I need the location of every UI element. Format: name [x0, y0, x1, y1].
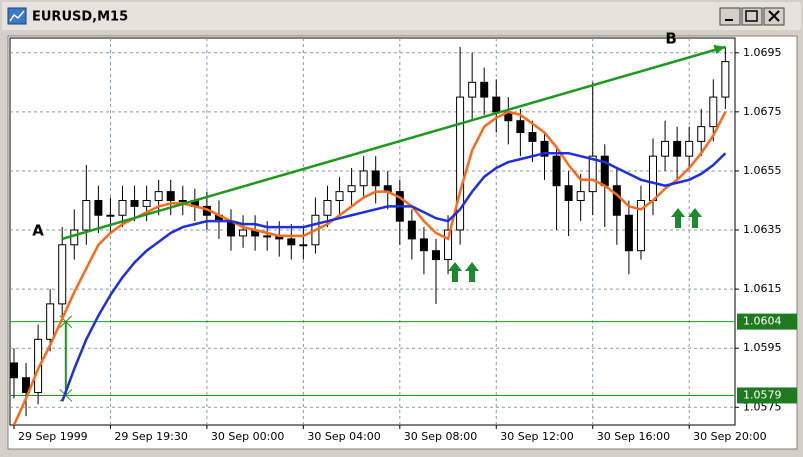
candle-body [624, 214, 633, 252]
close-button[interactable] [763, 7, 785, 26]
signal-arrows [448, 208, 702, 282]
candle-body [540, 140, 549, 157]
x-tick-label: 29 Sep 19:30 [114, 430, 187, 443]
candle-body [142, 199, 151, 207]
candle-body [552, 155, 561, 187]
candle-body [34, 338, 43, 394]
price-label-box [737, 313, 797, 330]
title-bar [2, 2, 801, 30]
candle-body [649, 155, 658, 201]
candle-body [46, 303, 55, 340]
candle-body [359, 170, 368, 187]
x-tick-label: 29 Sep 1999 [18, 430, 88, 443]
candle-body [154, 191, 163, 201]
candle-body [299, 244, 308, 247]
x-tick-label: 30 Sep 04:00 [307, 430, 380, 443]
window-icon [7, 7, 27, 25]
candle-body [118, 199, 127, 216]
candle-body [106, 214, 115, 217]
candle-body [576, 191, 585, 201]
candle-body [287, 238, 296, 246]
plot-border [9, 37, 736, 426]
price-label: 1.0579 [743, 388, 782, 401]
candle-body [480, 81, 489, 98]
y-tick-label: 1.0655 [743, 164, 782, 177]
candle-body [130, 199, 139, 207]
price-label-box [737, 387, 797, 404]
candle-body [516, 120, 525, 134]
y-tick-label: 1.0675 [743, 105, 782, 118]
x-tick-label: 30 Sep 16:00 [597, 430, 670, 443]
x-tick-label: 30 Sep 08:00 [404, 430, 477, 443]
candle-body [323, 199, 332, 216]
candle-body [10, 362, 18, 379]
y-tick-label: 1.0695 [743, 46, 782, 59]
y-tick-label: 1.0575 [743, 400, 782, 413]
candle-body [492, 96, 501, 113]
candle-body [612, 185, 621, 216]
candle-body [636, 199, 645, 252]
candle-body [431, 250, 440, 261]
candle-body [335, 191, 344, 201]
trendline-arrowhead [713, 44, 726, 54]
candle-body [685, 140, 694, 157]
window-icon-glyph [9, 10, 25, 22]
window-title: EURUSD,M15 [32, 10, 128, 25]
y-tick-label: 1.0615 [743, 282, 782, 295]
candle-body [178, 199, 187, 202]
candle-body [661, 140, 670, 157]
candle-body [70, 229, 79, 246]
candle-body [371, 170, 380, 187]
trendline [61, 45, 726, 241]
chart-area [7, 35, 798, 450]
candle-body [444, 229, 453, 261]
candle-body [468, 81, 477, 98]
candle-body [239, 229, 248, 237]
trendline-label: A [32, 221, 44, 239]
candle-body [347, 185, 356, 193]
candle-body [673, 140, 682, 157]
x-tick-label: 30 Sep 12:00 [500, 430, 573, 443]
y-tick-label: 1.0595 [743, 341, 782, 354]
up-arrow [671, 208, 685, 228]
up-arrow [688, 208, 702, 228]
candle-body [263, 235, 272, 238]
price-label: 1.0604 [743, 315, 782, 328]
candle-body [564, 185, 573, 201]
candle-body [528, 132, 537, 142]
candle-body [709, 96, 718, 128]
candle-body [94, 199, 103, 216]
x-tick-label: 30 Sep 20:00 [693, 430, 766, 443]
candle-body [58, 244, 67, 305]
candle-body [697, 126, 706, 142]
axes: 1.0575 1.0595 1.0615 1.0635 1.0655 1.0675 1.06… [13, 46, 797, 443]
candle-body [407, 220, 416, 240]
trendline-label: B [665, 29, 676, 47]
maximize-button[interactable] [741, 7, 763, 26]
candle-body [82, 199, 91, 231]
minimize-button[interactable] [719, 7, 741, 26]
candle-body [456, 96, 465, 231]
x-tick-label: 30 Sep 00:00 [211, 430, 284, 443]
candle-body [166, 191, 175, 201]
candle-body [721, 61, 730, 98]
candle-body [22, 377, 31, 394]
candle-body [419, 238, 428, 252]
up-arrow [448, 262, 462, 282]
y-tick-label: 1.0635 [743, 223, 782, 236]
moving-average [61, 151, 727, 402]
up-arrow [465, 262, 479, 282]
candle-body [588, 155, 597, 193]
plot [10, 38, 735, 425]
